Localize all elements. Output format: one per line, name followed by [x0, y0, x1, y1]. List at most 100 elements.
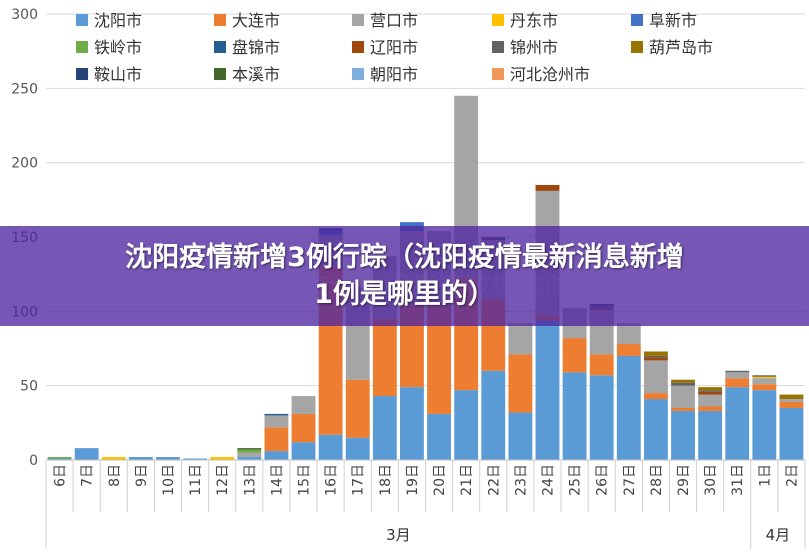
bar-segment	[47, 457, 72, 459]
month-label: 4月	[766, 526, 791, 544]
bar-segment	[291, 413, 316, 443]
x-tick-label: 29日	[676, 464, 692, 496]
bar-segment	[752, 378, 777, 385]
bar-segment	[318, 434, 343, 460]
legend-swatch	[492, 68, 504, 80]
x-tick-label: 28日	[649, 464, 665, 496]
bar-segment	[210, 457, 235, 460]
y-tick-label: 50	[20, 379, 38, 395]
bar-segment	[74, 448, 99, 460]
legend-swatch	[352, 68, 364, 80]
bar-segment	[752, 376, 777, 379]
bar-segment	[671, 407, 695, 411]
bar-segment	[616, 355, 641, 460]
legend-swatch	[214, 41, 226, 53]
bar-segment	[616, 323, 641, 345]
bar-segment	[698, 391, 723, 395]
x-tick-label: 27日	[622, 464, 638, 496]
legend-label: 铁岭市	[94, 38, 142, 57]
legend-swatch	[492, 41, 504, 53]
bar-segment	[725, 372, 750, 379]
bar-segment	[427, 305, 451, 414]
bar-segment	[47, 458, 72, 460]
x-tick-label: 24日	[540, 464, 556, 496]
bar-segment	[589, 375, 614, 460]
x-tick-label: 7日	[80, 464, 96, 487]
title-banner: 沈阳疫情新增3例行踪（沈阳疫情最新消息新增 1例是哪里的）	[0, 226, 809, 326]
x-tick-label: 30日	[703, 464, 719, 496]
bar-segment	[264, 427, 289, 452]
legend-label: 朝阳市	[370, 65, 418, 84]
legend-swatch	[214, 14, 226, 26]
bar-segment	[779, 402, 804, 408]
bar-segment	[481, 370, 506, 460]
bar-segment	[698, 410, 723, 460]
bar-segment	[671, 410, 695, 460]
legend-label: 丹东市	[510, 11, 558, 30]
title-line-1: 沈阳疫情新增3例行踪（沈阳疫情最新消息新增	[125, 242, 684, 273]
legend-swatch	[76, 68, 88, 80]
x-tick-label: 25日	[568, 464, 584, 496]
bar-segment	[535, 184, 560, 191]
legend-label: 锦州市	[510, 38, 558, 57]
x-tick-label: 13日	[242, 464, 258, 496]
x-tick-label: 26日	[595, 464, 611, 496]
bar-segment	[643, 355, 668, 358]
bar-segment	[779, 394, 804, 400]
x-tick-label: 6日	[53, 464, 69, 487]
bar-segment	[589, 354, 614, 376]
bar-segment	[128, 457, 153, 460]
bar-segment	[698, 394, 723, 407]
y-tick-label: 300	[11, 7, 38, 23]
bar-segment	[372, 318, 397, 397]
bar-segment	[698, 406, 723, 411]
bar-segment	[427, 413, 451, 460]
bar-segment	[671, 385, 695, 408]
x-tick-label: 22日	[486, 464, 502, 496]
bar-segment	[291, 442, 316, 460]
bar-segment	[237, 448, 262, 450]
bar-segment	[345, 437, 370, 460]
x-tick-label: 14日	[269, 464, 285, 496]
legend-label: 河北沧州市	[510, 65, 590, 84]
legend-label: 阜新市	[649, 11, 697, 30]
bar-segment	[372, 396, 397, 460]
legend-swatch	[76, 14, 88, 26]
bar-segment	[725, 387, 750, 460]
bar-segment	[454, 390, 479, 460]
bar-segment	[291, 396, 316, 414]
x-tick-label: 10日	[161, 464, 177, 496]
bar-segment	[698, 390, 723, 392]
bar-segment	[725, 370, 750, 373]
x-tick-label: 31日	[730, 464, 746, 496]
gridlines	[46, 13, 805, 387]
bar-segment	[183, 458, 208, 460]
bar-segment	[643, 357, 668, 361]
x-tick-label: 21日	[459, 464, 475, 496]
x-tick-label: 8日	[107, 464, 123, 487]
bar-segment	[643, 393, 668, 400]
bar-segment	[752, 384, 777, 391]
legend-swatch	[492, 14, 504, 26]
bar-segment	[752, 390, 777, 460]
x-tick-label: 2日	[784, 464, 800, 487]
bar-segment	[779, 399, 804, 403]
bar-segment	[616, 344, 641, 356]
x-tick-label: 12日	[215, 464, 231, 496]
x-tick-label: 9日	[134, 464, 150, 487]
bar-segment	[725, 378, 750, 388]
bar-segment	[643, 399, 668, 460]
legend-label: 鞍山市	[94, 65, 142, 84]
legend-label: 葫芦岛市	[649, 38, 713, 57]
bar-segment	[643, 360, 668, 394]
bar-segment	[779, 407, 804, 460]
title-line-2: 1例是哪里的）	[314, 279, 495, 310]
bar-segment	[237, 457, 262, 460]
bar-segment	[508, 323, 533, 355]
bar-segment	[562, 338, 587, 373]
bar-segment	[101, 457, 126, 460]
bar-segment	[508, 354, 533, 413]
x-tick-label: 18日	[378, 464, 394, 496]
bar-segment	[237, 449, 262, 453]
legend-label: 辽阳市	[370, 38, 418, 57]
